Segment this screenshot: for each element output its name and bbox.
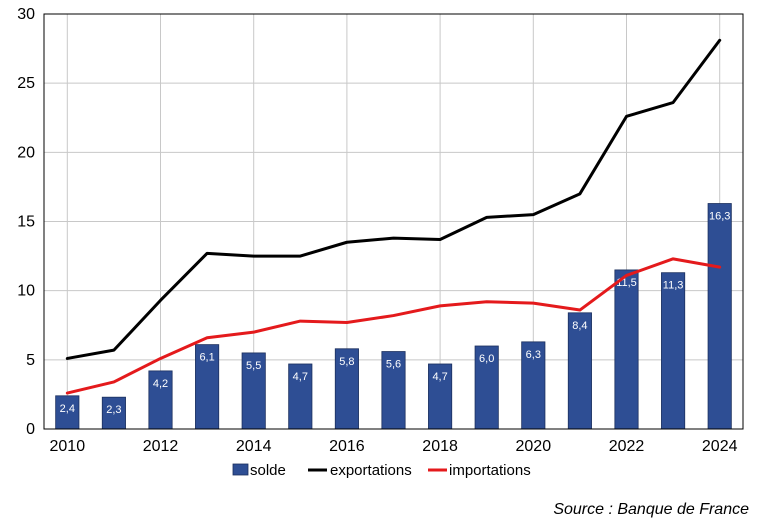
- x-tick-label: 2012: [143, 438, 179, 455]
- y-tick-label: 0: [26, 421, 35, 438]
- x-tick-label: 2016: [329, 438, 365, 455]
- bar-value-label: 8,4: [572, 320, 587, 332]
- source-note: Source : Banque de France: [553, 501, 749, 518]
- bar: [614, 269, 639, 430]
- plot-area: [43, 13, 744, 430]
- bars: [55, 203, 732, 430]
- y-tick-label: 5: [26, 352, 35, 369]
- y-axis-ticks: 0 5 10 15 20 25 30: [17, 6, 35, 438]
- bar-value-label: 6,0: [479, 353, 494, 365]
- bar-value-label: 5,5: [246, 360, 261, 372]
- bar-labels: 2,4 2,3 4,2 6,1 5,5 4,7 5,8 5,6 4,7 6,0 6,3 8,4 11,5…: [60, 211, 731, 417]
- bar-value-label: 5,8: [339, 356, 354, 368]
- chart: 2,4 2,3 4,2 6,1 5,5 4,7 5,8 5,6 4,7 6,0 6,3 8,4 11,5…: [17, 6, 744, 479]
- x-tick-label: 2010: [50, 438, 86, 455]
- y-tick-label: 30: [17, 6, 35, 23]
- bar-value-label: 11,3: [663, 280, 684, 292]
- bar-value-label: 16,3: [709, 211, 730, 223]
- bar: [661, 272, 686, 430]
- bar-value-label: 6,1: [199, 352, 214, 364]
- bar-value-label: 2,4: [60, 403, 75, 415]
- line-importations: [65, 257, 722, 395]
- x-tick-label: 2014: [236, 438, 272, 455]
- x-axis-ticks: 2010 2012 2014 2016 2018 2020 2022 2024: [50, 438, 738, 455]
- x-tick-label: 2022: [609, 438, 645, 455]
- y-tick-label: 25: [17, 75, 35, 92]
- bar-value-label: 11,5: [616, 277, 637, 289]
- y-tick-label: 15: [17, 214, 35, 231]
- x-tick-label: 2024: [702, 438, 738, 455]
- legend-label: exportations: [330, 462, 412, 479]
- bar: [707, 203, 732, 430]
- bar-value-label: 4,7: [293, 371, 308, 383]
- line-exportations: [65, 38, 722, 360]
- bar-value-label: 6,3: [526, 349, 541, 361]
- bar-value-label: 2,3: [106, 404, 121, 416]
- legend-label: importations: [449, 462, 531, 479]
- legend: solde exportations importations: [232, 462, 531, 479]
- bar-value-label: 4,2: [153, 378, 168, 390]
- legend-swatch: [232, 463, 249, 476]
- lines: [65, 38, 722, 395]
- x-tick-label: 2018: [422, 438, 458, 455]
- x-tick-label: 2020: [516, 438, 552, 455]
- y-tick-label: 20: [17, 144, 35, 161]
- y-tick-label: 10: [17, 283, 35, 300]
- bar-value-label: 4,7: [432, 371, 447, 383]
- legend-label: solde: [250, 462, 286, 479]
- bar-value-label: 5,6: [386, 359, 401, 371]
